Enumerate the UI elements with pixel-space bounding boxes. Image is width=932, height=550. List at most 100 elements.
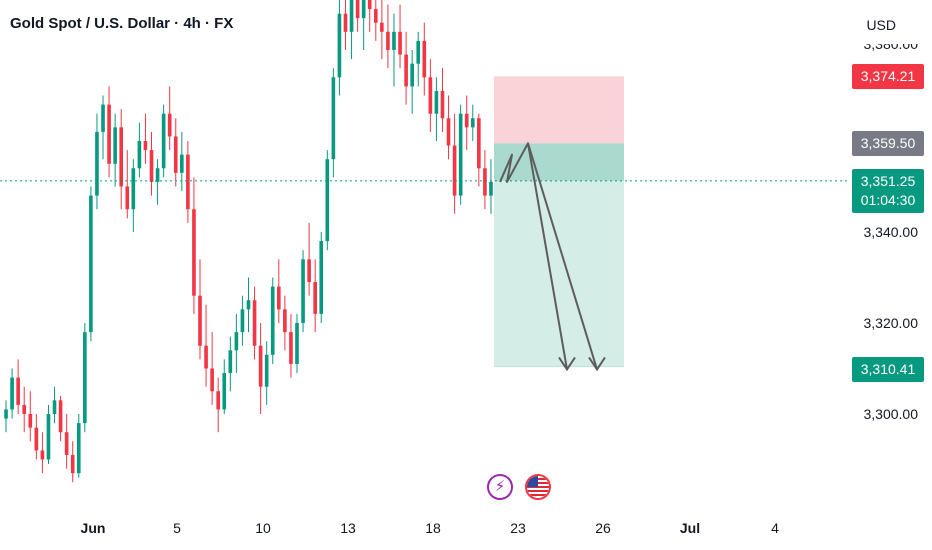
projection-path-2: [527, 142, 598, 370]
candle-body: [325, 159, 330, 242]
candle-body: [398, 31, 402, 55]
candle-body: [349, 0, 354, 32]
candle: [204, 304, 208, 387]
arrowhead: [588, 356, 606, 372]
candle: [252, 286, 257, 360]
candle: [464, 95, 469, 151]
take-profit-zone: [494, 180, 624, 367]
candle-body: [276, 286, 281, 310]
lightning-icon[interactable]: ⚡: [487, 474, 513, 500]
candle-body: [125, 186, 130, 210]
candle-body: [404, 54, 408, 87]
currency-label: USD: [866, 17, 896, 33]
candle: [319, 232, 324, 323]
candle-body: [161, 113, 166, 169]
candle-body: [46, 414, 51, 460]
candle-body: [76, 423, 81, 474]
candle-body: [64, 432, 69, 455]
x-tick-label: 5: [173, 520, 181, 536]
last-price-value: 3,351.25: [860, 173, 916, 189]
candle: [149, 131, 154, 196]
candle-body: [422, 40, 427, 78]
candle: [380, 0, 384, 60]
candle-body: [58, 400, 63, 433]
x-tick-label: Jun: [80, 520, 106, 536]
candle-body: [167, 113, 172, 137]
candle-body: [428, 77, 433, 114]
candle: [416, 31, 421, 87]
candle-body: [270, 286, 275, 355]
candle-body: [34, 427, 39, 451]
take-profit-price-tag[interactable]: 3,310.41: [852, 357, 924, 382]
candle: [22, 386, 27, 433]
candle-body: [155, 168, 160, 182]
stop-loss-zone: [494, 76, 624, 144]
y-tick-label: 3,340.00: [863, 224, 919, 240]
candle-body: [210, 368, 214, 392]
candle-body: [386, 31, 390, 50]
stop-loss-price-tag[interactable]: 3,374.21: [852, 64, 924, 89]
candle-body: [464, 113, 469, 128]
candle-body: [192, 209, 196, 296]
x-tick-label: Jul: [679, 520, 701, 536]
candle: [234, 313, 239, 374]
us-flag-icon[interactable]: [525, 474, 551, 500]
candle: [404, 31, 408, 105]
candle-body: [470, 118, 475, 128]
candle: [373, 0, 378, 41]
candle: [155, 159, 160, 205]
candle-body: [416, 40, 421, 64]
candle-body: [113, 127, 117, 164]
candle: [89, 186, 93, 342]
candle-body: [452, 145, 457, 196]
candle-body: [16, 377, 20, 405]
entry-price-tag[interactable]: 3,359.50: [852, 131, 924, 156]
candle-body: [89, 195, 93, 333]
x-tick-label: 4: [771, 520, 779, 536]
candle: [483, 150, 487, 210]
candle: [325, 150, 330, 251]
candle: [107, 86, 111, 178]
candle: [410, 50, 414, 114]
candle: [101, 95, 105, 160]
candle-body: [295, 323, 299, 364]
candle: [137, 122, 142, 178]
candle-body: [458, 113, 463, 196]
candle-body: [410, 63, 414, 87]
candle: [452, 113, 457, 214]
candle-body: [373, 9, 378, 23]
projection-path-1: [499, 142, 568, 370]
candle: [119, 109, 124, 210]
candle-body: [95, 131, 99, 196]
candle: [440, 68, 445, 132]
candle-body: [180, 154, 184, 173]
candle: [10, 368, 14, 419]
candle: [270, 277, 275, 364]
x-tick-label: 13: [340, 520, 356, 536]
candle: [301, 250, 305, 333]
candle: [173, 118, 178, 187]
candle-body: [343, 13, 348, 32]
candle: [40, 432, 45, 474]
y-tick-label-clipped: 3,380.00: [863, 36, 919, 52]
candle-body: [234, 332, 239, 351]
candle-body: [222, 373, 227, 410]
candle: [343, 0, 348, 50]
candle: [264, 341, 269, 405]
candle-body: [355, 0, 360, 19]
candle: [386, 4, 390, 69]
candle-body: [198, 295, 202, 346]
candle: [489, 159, 493, 214]
candle: [28, 391, 33, 442]
candle-body: [119, 127, 124, 187]
candle: [434, 77, 439, 141]
candle: [210, 332, 214, 405]
last-price-tag[interactable]: 3,351.25 01:04:30: [852, 169, 924, 213]
candle-body: [380, 22, 384, 32]
candle-body: [446, 118, 451, 146]
candle-body: [331, 77, 336, 160]
entry-zone: [494, 143, 624, 181]
y-tick-label: 3,300.00: [863, 406, 919, 422]
candle: [258, 323, 263, 414]
